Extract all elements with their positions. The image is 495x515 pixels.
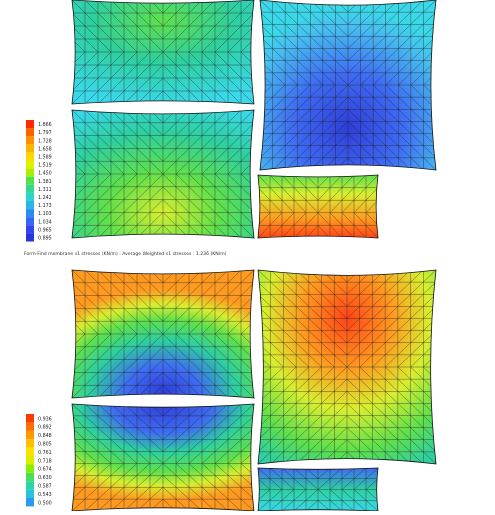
legend-swatch	[26, 464, 34, 473]
legend-value: 1.589	[38, 154, 52, 160]
legend-value: 1.311	[38, 187, 52, 193]
legend-swatch	[26, 233, 34, 242]
legend-value: 0.587	[38, 484, 52, 490]
top-panel-lower-left	[71, 109, 255, 239]
legend-swatch	[26, 144, 34, 153]
legend-swatch	[26, 439, 34, 448]
legend-swatch	[26, 489, 34, 498]
legend-value: 0.936	[38, 416, 52, 422]
legend-swatch	[26, 184, 34, 193]
legend-bottom: 0.936 0.892 0.848 0.805 0.761 0.718 0.674 0.630…	[26, 414, 52, 507]
legend-swatch	[26, 422, 34, 431]
legend-swatch	[26, 120, 34, 129]
caption-top: Form-Find membrane s1 stresses (KN/m) : …	[24, 251, 227, 257]
legend-swatch	[26, 201, 34, 210]
legend-value: 0.965	[38, 227, 52, 233]
legend-swatch	[26, 160, 34, 169]
top-panel-lower-right	[257, 174, 379, 239]
legend-value: 1.034	[38, 219, 52, 225]
legend-value: 0.892	[38, 425, 52, 431]
legend-swatch	[26, 498, 34, 507]
legend-value: 0.805	[38, 442, 52, 448]
legend-top: 1.866 1.797 1.728 1.658 1.589 1.519 1.450 1.381…	[26, 120, 52, 242]
legend-value: 1.242	[38, 195, 52, 201]
legend-value: 1.519	[38, 163, 52, 169]
legend-swatch	[26, 225, 34, 234]
legend-value: 1.658	[38, 146, 52, 152]
top-panel-upper-left	[71, 0, 255, 105]
legend-swatch	[26, 152, 34, 161]
bottom-panel-lower-left	[71, 403, 255, 512]
legend-swatch	[26, 209, 34, 218]
top-panel-upper-right	[259, 0, 437, 171]
legend-value: 0.761	[38, 450, 52, 456]
legend-swatch	[26, 472, 34, 482]
legend-swatch	[26, 414, 34, 423]
bottom-panel-upper-left	[71, 269, 255, 399]
bottom-panel-upper-right	[257, 269, 437, 465]
legend-value: 1.381	[38, 179, 52, 185]
legend-swatch	[26, 136, 34, 145]
legend-value: 1.866	[38, 122, 52, 128]
legend-swatch	[26, 430, 34, 440]
legend-value: 0.500	[38, 500, 52, 506]
legend-swatch	[26, 481, 34, 490]
legend-value: 0.674	[38, 467, 52, 473]
legend-value: 0.630	[38, 475, 52, 481]
legend-value: 0.895	[38, 235, 52, 241]
legend-swatch	[26, 192, 34, 201]
legend-swatch	[26, 456, 34, 465]
legend-value: 0.718	[38, 458, 52, 464]
legend-swatch	[26, 176, 34, 185]
legend-value: 1.173	[38, 203, 52, 209]
legend-swatch	[26, 168, 34, 177]
legend-swatch	[26, 217, 34, 226]
legend-value: 1.797	[38, 130, 52, 136]
bottom-panel-lower-right	[257, 467, 379, 512]
legend-value: 1.728	[38, 138, 52, 144]
legend-value: 0.848	[38, 433, 52, 439]
legend-value: 1.103	[38, 211, 52, 217]
legend-swatch	[26, 128, 34, 137]
legend-value: 1.450	[38, 171, 52, 177]
legend-swatch	[26, 447, 34, 456]
legend-value: 0.543	[38, 492, 52, 498]
